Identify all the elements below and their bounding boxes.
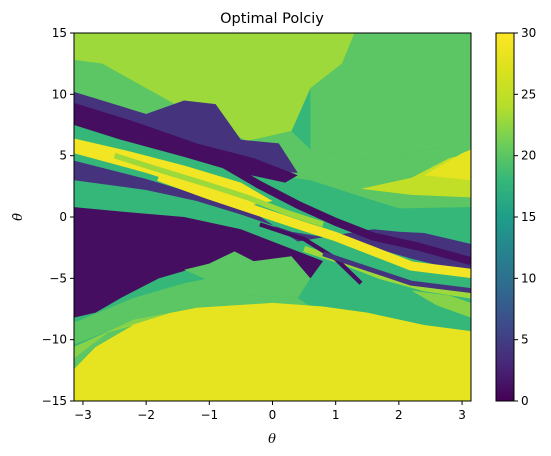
chart-title: Optimal Polciy [220, 11, 324, 27]
x-tick-label: 2 [395, 408, 403, 422]
x-tick-label: −2 [137, 408, 155, 422]
colorbar-tick-label: 15 [521, 210, 536, 224]
policy-band-2 [113, 153, 324, 227]
colorbar-tick-label: 10 [521, 271, 536, 285]
colorbar [496, 33, 514, 401]
policy-region-9 [74, 160, 471, 274]
y-tick-label: −15 [42, 394, 67, 408]
policy-region-6 [74, 91, 298, 173]
heatmap-layer [74, 33, 471, 401]
x-tick-label: −3 [74, 408, 92, 422]
policy-region-5 [424, 149, 471, 181]
x-tick-label: −1 [200, 408, 218, 422]
x-tick-label: 1 [332, 408, 340, 422]
y-tick-label: 10 [52, 87, 67, 101]
colorbar-tick-label: 0 [521, 394, 529, 408]
y-tick-label: −10 [42, 333, 67, 347]
policy-region-1 [310, 33, 471, 162]
policy-region-7 [74, 102, 298, 183]
policy-region-12 [184, 251, 311, 298]
x-axis-label: θ [268, 432, 276, 447]
x-tick-label: 3 [458, 408, 466, 422]
policy-region-15 [74, 302, 471, 401]
policy-region-14 [411, 290, 471, 318]
x-axis: −3 −2 −1 0 1 2 3 [74, 401, 466, 422]
colorbar-tick-label: 25 [521, 87, 536, 101]
policy-region-0 [74, 33, 355, 141]
x-tick-label: 0 [269, 408, 277, 422]
y-axis-label: θ̇ [11, 213, 26, 221]
policy-band-0 [157, 172, 471, 278]
policy-band-1 [176, 142, 471, 266]
y-tick-label: 15 [52, 26, 67, 40]
policy-band-4 [259, 222, 363, 285]
y-tick-label: −5 [49, 271, 67, 285]
policy-region-13 [74, 275, 471, 345]
policy-region-11 [74, 229, 235, 318]
y-tick-label: 5 [59, 149, 67, 163]
colorbar-tick-label: 5 [521, 333, 529, 347]
policy-band-5 [322, 251, 471, 294]
colorbar-tick-label: 20 [521, 149, 536, 163]
colorbar-axis: 0 5 10 15 20 25 30 [514, 26, 536, 408]
colorbar-tick-label: 30 [521, 26, 536, 40]
y-tick-label: 0 [59, 210, 67, 224]
y-axis: −15 −10 −5 0 5 10 15 [42, 26, 74, 408]
